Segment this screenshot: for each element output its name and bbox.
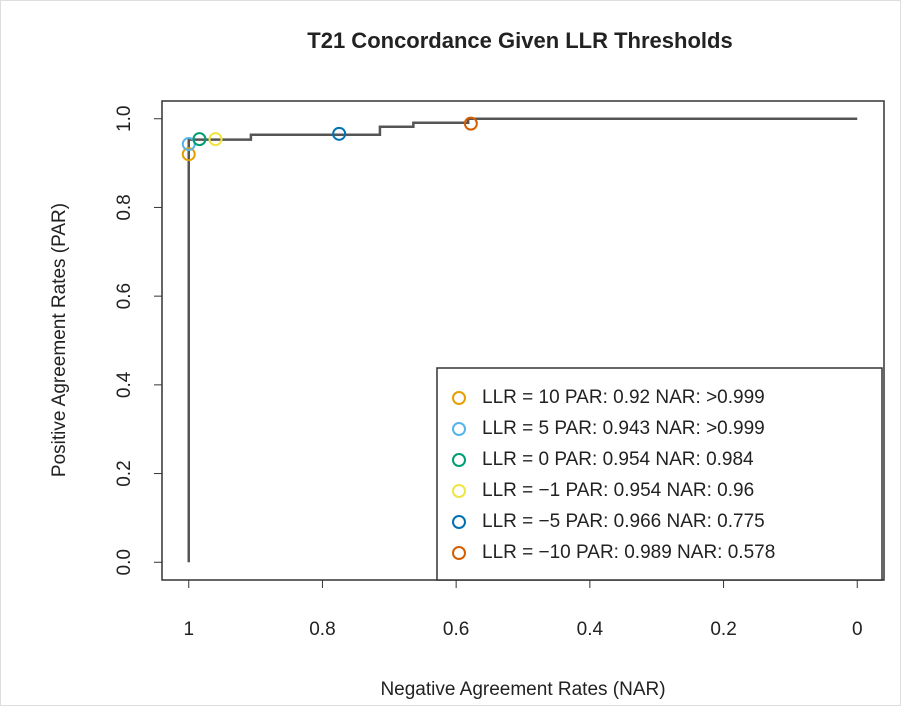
legend-label: LLR = −10 PAR: 0.989 NAR: 0.578 — [482, 542, 775, 563]
x-tick-label: 0 — [852, 619, 863, 640]
legend-label: LLR = −1 PAR: 0.954 NAR: 0.96 — [482, 480, 754, 501]
legend-marker — [452, 484, 466, 498]
legend-label: LLR = 0 PAR: 0.954 NAR: 0.984 — [482, 449, 754, 470]
legend-label: LLR = 5 PAR: 0.943 NAR: >0.999 — [482, 418, 765, 439]
y-tick-label: 0.4 — [114, 371, 135, 398]
step-line — [187, 117, 858, 563]
point — [181, 147, 196, 162]
x-tick-label: 1 — [183, 619, 194, 640]
y-tick-label: 1.0 — [114, 106, 135, 132]
legend-marker — [452, 546, 466, 560]
y-tick-label: 0.6 — [114, 283, 135, 309]
legend-marker — [452, 422, 466, 436]
y-tick-label: 0.2 — [114, 460, 135, 486]
x-tick-label: 0.6 — [443, 619, 469, 640]
legend-label: LLR = 10 PAR: 0.92 NAR: >0.999 — [482, 387, 765, 408]
y-tick-label: 0.0 — [114, 549, 135, 575]
point — [463, 116, 478, 131]
point — [332, 126, 347, 141]
y-tick-label: 0.8 — [114, 194, 135, 220]
chart-title: T21 Concordance Given LLR Thresholds — [307, 28, 732, 53]
point — [208, 132, 223, 147]
y-axis-label: Positive Agreement Rates (PAR) — [49, 203, 70, 477]
point — [192, 132, 207, 147]
legend-marker — [452, 453, 466, 467]
x-tick-label: 0.4 — [577, 619, 604, 640]
legend-marker — [452, 515, 466, 529]
legend-marker — [452, 391, 466, 405]
x-axis-label: Negative Agreement Rates (NAR) — [380, 679, 665, 700]
legend-label: LLR = −5 PAR: 0.966 NAR: 0.775 — [482, 511, 765, 532]
x-tick-label: 0.2 — [710, 619, 736, 640]
x-tick-label: 0.8 — [309, 619, 335, 640]
legend-box — [436, 367, 883, 581]
